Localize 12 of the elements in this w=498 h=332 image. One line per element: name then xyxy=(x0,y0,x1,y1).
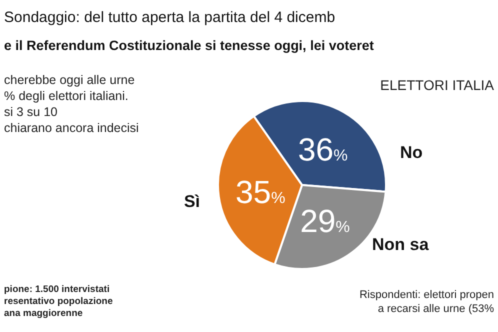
slice-label: Non sa xyxy=(372,235,430,254)
slice-label: Sì xyxy=(184,192,200,211)
text: Rispondenti: elettori propen a recarsi alle urne (53% xyxy=(359,289,494,315)
text: cherebbe oggi alle urne % degli elettori italiani. si 3 su 10 chiarano ancora indecisi xyxy=(4,73,139,135)
data-label: 36% xyxy=(298,132,348,168)
data-label: 35% xyxy=(236,174,286,210)
text: pione: 1.500 intervistati resentativo popolazione ana maggiorenne xyxy=(4,284,113,319)
chart-subtitle: e il Referendum Costituzionale si tenesse oggi, lei voteret xyxy=(4,38,374,53)
text: ELETTORI ITALIA xyxy=(380,77,495,93)
chart-title: Sondaggio: del tutto aperta la partita del 4 dicemb xyxy=(4,9,336,26)
data-label: 29% xyxy=(300,203,350,240)
slice-label: No xyxy=(400,143,423,162)
